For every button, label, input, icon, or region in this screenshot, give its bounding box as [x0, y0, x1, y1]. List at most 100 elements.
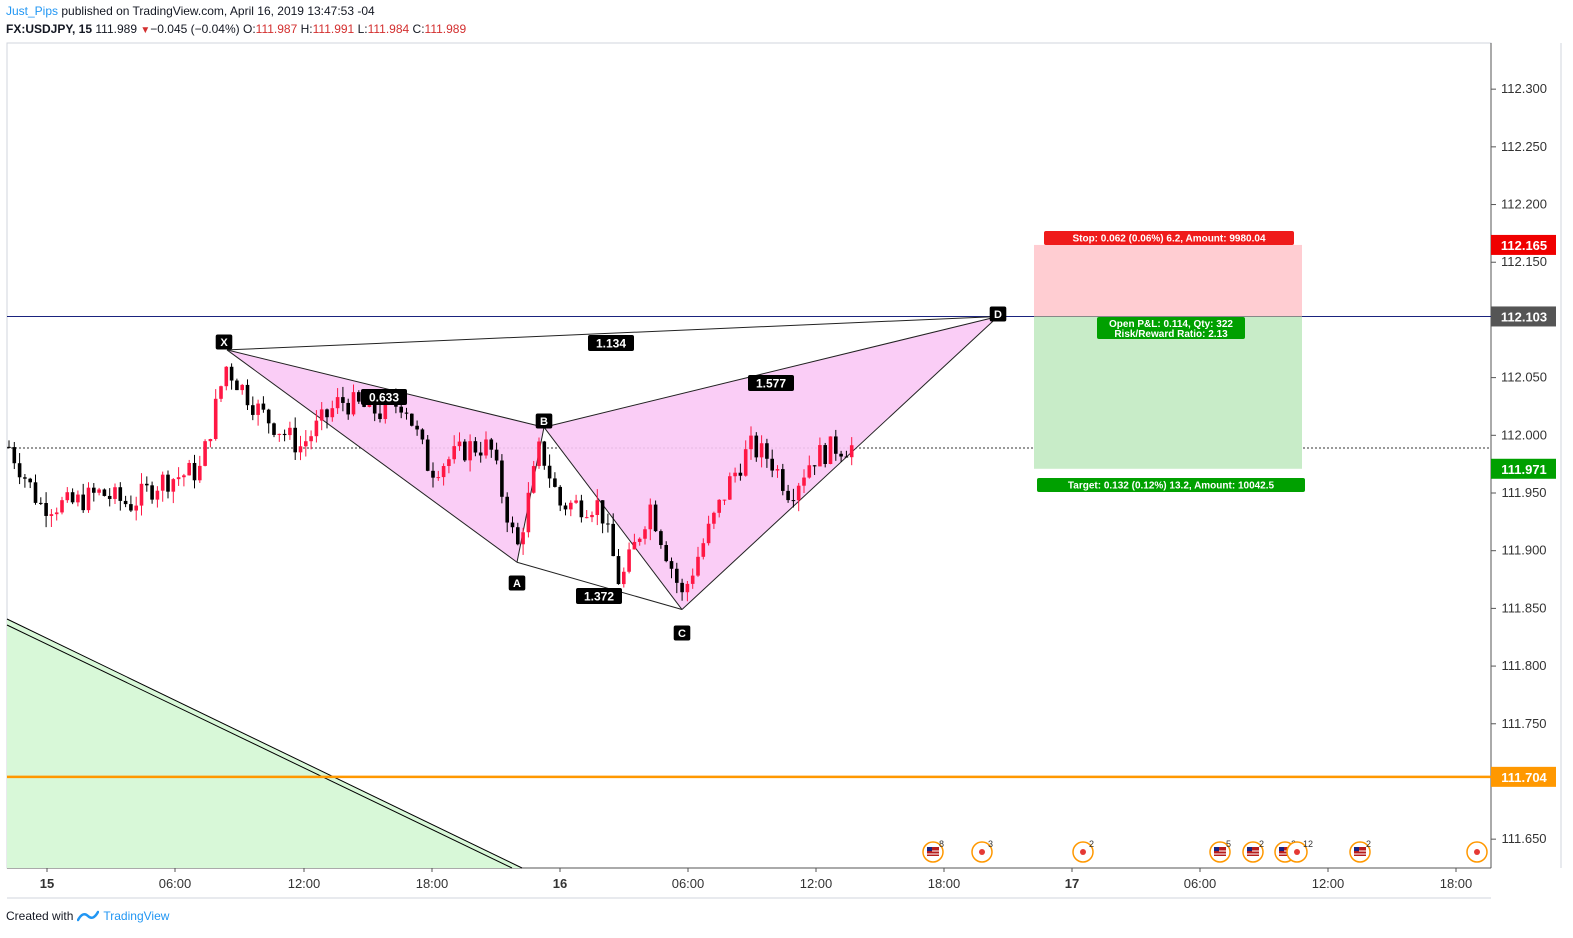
event-dot-icon [979, 849, 985, 855]
candle-up [685, 583, 690, 593]
candle-up [60, 500, 64, 513]
us-flag-canton [1214, 847, 1219, 851]
pattern-point-a-bg [508, 575, 526, 591]
candle-up [637, 538, 642, 542]
candle-up [86, 487, 91, 511]
candle-down [823, 445, 827, 464]
author-link[interactable]: Just_Pips [6, 4, 59, 18]
candle-down [341, 397, 345, 403]
candle-down [553, 478, 557, 487]
candle-down [600, 500, 605, 524]
candle-down [129, 504, 133, 511]
y-tick-label: 112.050 [1501, 370, 1547, 385]
y-tick-label: 112.300 [1501, 81, 1547, 96]
candle-down [420, 429, 425, 440]
candle-down [293, 427, 297, 453]
price-tag-bg [1491, 234, 1556, 255]
y-tick-label: 111.950 [1501, 485, 1546, 500]
candle-up [706, 523, 711, 544]
candle-down [44, 503, 48, 516]
pattern-point-c: C [678, 628, 686, 640]
candle-down [834, 436, 838, 454]
candle-down [431, 470, 435, 478]
candle-down [357, 392, 361, 402]
pattern-leg-5 [516, 561, 683, 611]
candle-up [288, 427, 292, 436]
candle-down [473, 441, 478, 453]
candle-down [616, 556, 621, 585]
pattern-leg-4 [226, 349, 545, 428]
candle-up [304, 441, 308, 447]
price-tag-bg [1491, 766, 1556, 787]
candle-up [452, 446, 456, 460]
candle-up [537, 441, 541, 467]
entry-label-rr: Risk/Reward Ratio: 2.13 [1114, 329, 1228, 340]
candle-up [335, 397, 340, 409]
pattern-point-d-bg [989, 306, 1007, 322]
candle-up [330, 408, 335, 418]
candle-down [145, 483, 149, 486]
publish-line: Just_Pips published on TradingView.com, … [6, 4, 375, 18]
pattern-leg-7 [226, 315, 999, 351]
ratio-label-2-bg [748, 375, 794, 391]
candle-up [632, 541, 637, 550]
candle-up [722, 499, 727, 501]
candle-down [23, 477, 27, 479]
candle-down [118, 487, 123, 501]
ratio-label-0: 1.134 [596, 336, 626, 350]
candle-down [282, 433, 287, 436]
target-label: Target: 0.132 (0.12%) 13.2, Amount: 1004… [1068, 481, 1275, 492]
candle-down [791, 500, 796, 502]
candle-down [558, 486, 562, 506]
candle-down [659, 531, 663, 546]
candle-down [166, 474, 170, 492]
candle-down [542, 441, 547, 466]
x-tick-label: 06:00 [1184, 876, 1217, 891]
event-dot-icon [1474, 849, 1480, 855]
candle-down [245, 384, 250, 406]
candle-down [675, 568, 679, 583]
pattern-point-x-bg [215, 334, 233, 350]
candle-up [775, 469, 780, 471]
candle-down [33, 482, 38, 503]
candle-down [92, 487, 96, 493]
pattern-point-d: D [994, 309, 1002, 321]
candle-up [849, 445, 854, 458]
entry-label-bg [1097, 317, 1245, 339]
event-dot-icon [1080, 849, 1086, 855]
candle-down [500, 460, 504, 497]
price-tag: 112.165 [1501, 238, 1547, 253]
candle-down [653, 504, 658, 532]
ratio-label-2: 1.577 [756, 376, 786, 390]
candle-down [28, 478, 32, 483]
candle-down [611, 523, 615, 557]
x-tick-label: 18:00 [416, 876, 449, 891]
pattern-xab-fill [227, 349, 544, 563]
candle-down [839, 453, 843, 457]
candle-down [192, 462, 197, 481]
candle-down [510, 522, 515, 528]
pattern-point-c-bg [673, 625, 691, 641]
candle-up [643, 529, 647, 539]
tradingview-link[interactable]: TradingView [103, 909, 170, 923]
candle-down [325, 409, 329, 418]
event-count: 12 [1303, 839, 1313, 849]
x-tick-label: 16 [553, 876, 567, 891]
target-zone [1034, 316, 1302, 469]
candle-down [738, 472, 743, 476]
y-tick-label: 112.200 [1501, 197, 1547, 212]
price-chart[interactable]: X A B C D 1.134 0.633 1.577 1.372 Stop: 0.062 (0.… [0, 0, 1573, 900]
candle-down [235, 380, 239, 391]
candle-up [198, 465, 202, 481]
y-tick-label: 111.750 [1501, 716, 1546, 731]
price-tag: 111.971 [1501, 462, 1547, 477]
candle-down [505, 496, 509, 523]
price-tag: 112.103 [1501, 309, 1547, 324]
candle-up [54, 512, 59, 515]
event-count: 2 [1259, 839, 1264, 849]
x-tick-label: 17 [1065, 876, 1079, 891]
candle-up [160, 474, 165, 491]
entry-label-pnl: Open P&L: 0.114, Qty: 322 [1109, 319, 1233, 330]
price-tag-bg [1491, 458, 1556, 479]
candle-down [516, 527, 520, 545]
